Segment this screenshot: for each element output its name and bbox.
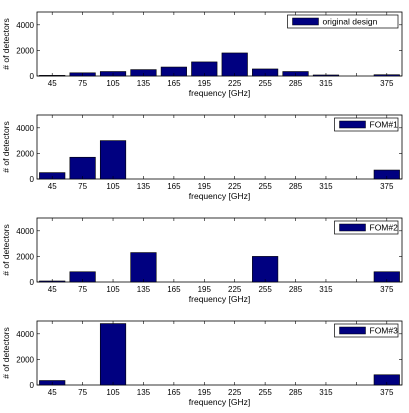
x-tick-label: 165 xyxy=(167,182,181,191)
x-tick-label: 315 xyxy=(319,388,333,397)
x-tick-label: 255 xyxy=(258,79,272,88)
legend-label: FOM#3 xyxy=(370,326,399,336)
x-tick-label: 45 xyxy=(48,79,57,88)
x-tick-label: 255 xyxy=(258,182,272,191)
x-tick-label: 165 xyxy=(167,79,181,88)
bar-105 xyxy=(100,324,126,385)
y-axis-label: # of detectors xyxy=(1,327,11,379)
y-tick-label: 2000 xyxy=(16,149,34,158)
x-tick-label: 135 xyxy=(137,285,151,294)
panel-4: 0 2000 4000 45 75 105 135 165 195 225 255 285 315 375… xyxy=(1,321,402,407)
x-tick-label: 375 xyxy=(380,285,394,294)
y-axis-label: # of detectors xyxy=(1,18,11,70)
legend: FOM#2 xyxy=(335,221,399,234)
legend: FOM#1 xyxy=(335,118,399,131)
x-tick-label: 45 xyxy=(48,182,57,191)
legend-label: FOM#1 xyxy=(370,120,399,130)
x-tick-label: 285 xyxy=(289,388,303,397)
x-tick-label: 135 xyxy=(137,388,151,397)
x-tick-label: 285 xyxy=(289,182,303,191)
bar-105 xyxy=(100,141,126,179)
x-tick-label: 285 xyxy=(289,79,303,88)
legend-swatch xyxy=(340,224,366,231)
x-tick-label: 225 xyxy=(228,388,242,397)
legend-label: original design xyxy=(323,17,378,27)
x-tick-label: 105 xyxy=(106,388,120,397)
legend: original design xyxy=(288,15,399,28)
y-axis-label: # of detectors xyxy=(1,121,11,173)
panel-2: 0 2000 4000 45 75 105 135 165 195 225 255 285 315 375… xyxy=(1,115,402,201)
x-tick-label: 75 xyxy=(78,388,87,397)
x-tick-label: 225 xyxy=(228,79,242,88)
x-tick-label: 165 xyxy=(167,388,181,397)
x-tick-label: 255 xyxy=(258,285,272,294)
x-tick-label: 165 xyxy=(167,285,181,294)
x-tick-label: 375 xyxy=(380,182,394,191)
x-tick-label: 195 xyxy=(198,182,212,191)
x-tick-label: 375 xyxy=(380,79,394,88)
bar-255 xyxy=(252,256,278,282)
y-tick-label: 0 xyxy=(30,278,35,287)
x-axis-label: frequency [GHz] xyxy=(189,88,250,98)
x-tick-label: 195 xyxy=(198,285,212,294)
panel-1: 0 2000 4000 45 75 105 135 165 195 225 255 285 315 375… xyxy=(1,12,402,98)
x-tick-label: 315 xyxy=(319,79,333,88)
bar-225 xyxy=(222,53,248,76)
y-tick-label: 2000 xyxy=(16,252,34,261)
panel-3: 0 2000 4000 45 75 105 135 165 195 225 255 285 315 375… xyxy=(1,218,402,304)
x-axis-label: frequency [GHz] xyxy=(189,397,250,407)
y-axis-label: # of detectors xyxy=(1,224,11,276)
legend: FOM#3 xyxy=(335,324,399,337)
x-tick-label: 225 xyxy=(228,182,242,191)
x-tick-label: 45 xyxy=(48,388,57,397)
x-tick-label: 195 xyxy=(198,79,212,88)
x-tick-label: 75 xyxy=(78,285,87,294)
x-tick-label: 105 xyxy=(106,79,120,88)
x-tick-label: 75 xyxy=(78,79,87,88)
x-tick-label: 285 xyxy=(289,285,303,294)
legend-label: FOM#2 xyxy=(370,223,399,233)
y-tick-label: 4000 xyxy=(16,330,34,339)
bar-135 xyxy=(131,253,157,282)
x-axis-label: frequency [GHz] xyxy=(189,191,250,201)
x-tick-label: 45 xyxy=(48,285,57,294)
x-tick-label: 75 xyxy=(78,182,87,191)
y-tick-label: 0 xyxy=(30,72,35,81)
x-tick-label: 195 xyxy=(198,388,212,397)
y-tick-label: 2000 xyxy=(16,46,34,55)
y-tick-label: 4000 xyxy=(16,21,34,30)
x-tick-label: 375 xyxy=(380,388,394,397)
y-tick-label: 4000 xyxy=(16,227,34,236)
x-tick-label: 255 xyxy=(258,388,272,397)
x-tick-label: 315 xyxy=(319,285,333,294)
y-tick-label: 2000 xyxy=(16,355,34,364)
x-tick-label: 135 xyxy=(137,182,151,191)
x-tick-label: 225 xyxy=(228,285,242,294)
x-tick-label: 105 xyxy=(106,285,120,294)
y-tick-label: 0 xyxy=(30,381,35,390)
x-axis-label: frequency [GHz] xyxy=(189,294,250,304)
x-tick-label: 105 xyxy=(106,182,120,191)
bar-75 xyxy=(70,157,96,179)
y-tick-label: 4000 xyxy=(16,124,34,133)
legend-swatch xyxy=(293,18,319,25)
legend-swatch xyxy=(340,121,366,128)
x-tick-label: 315 xyxy=(319,182,333,191)
legend-swatch xyxy=(340,327,366,334)
y-tick-label: 0 xyxy=(30,175,35,184)
x-tick-label: 135 xyxy=(137,79,151,88)
